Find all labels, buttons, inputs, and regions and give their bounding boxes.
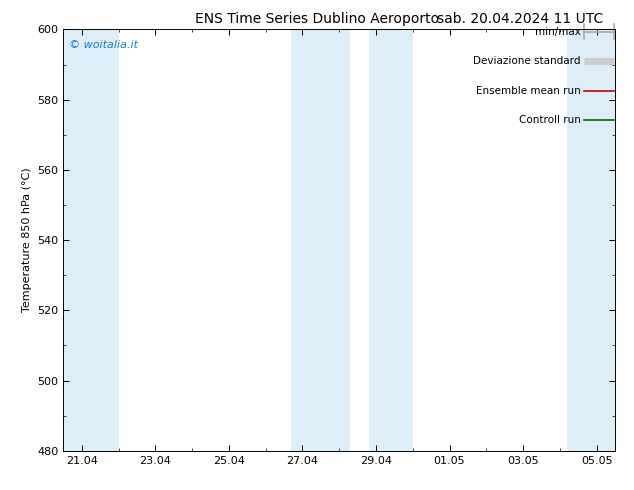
Y-axis label: Temperature 850 hPa (°C): Temperature 850 hPa (°C) [22, 168, 32, 313]
Text: sab. 20.04.2024 11 UTC: sab. 20.04.2024 11 UTC [437, 12, 603, 26]
Text: min/max: min/max [535, 26, 581, 37]
Bar [292, 29, 350, 451]
Bar [63, 29, 119, 451]
Text: ENS Time Series Dublino Aeroporto: ENS Time Series Dublino Aeroporto [195, 12, 439, 26]
Text: Controll run: Controll run [519, 115, 581, 125]
Text: Ensemble mean run: Ensemble mean run [476, 85, 581, 96]
Bar [368, 29, 413, 451]
Text: Deviazione standard: Deviazione standard [474, 56, 581, 66]
Bar [567, 29, 615, 451]
Text: © woitalia.it: © woitalia.it [69, 40, 138, 50]
